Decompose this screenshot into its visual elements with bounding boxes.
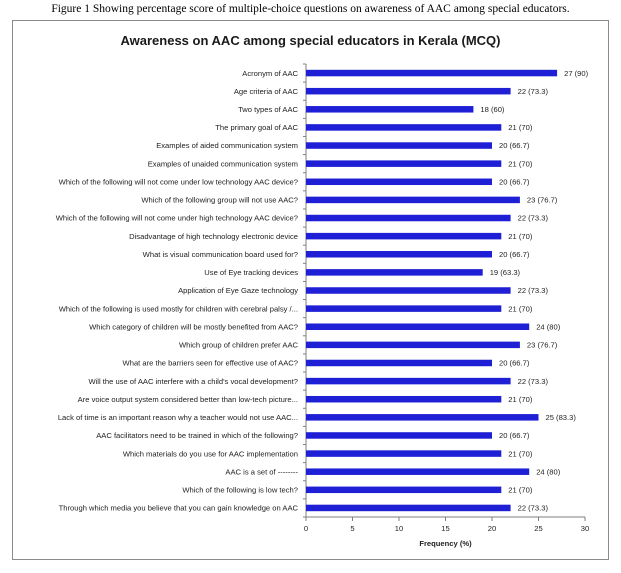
data-label: 20 (66.7) [499,141,530,150]
data-label: 21 (70) [508,486,533,495]
data-label: 27 (90) [564,69,589,78]
category-label: Which of the following will not come und… [56,214,298,223]
chart-frame: Awareness on AAC among special educators… [12,20,609,560]
x-tick-label: 20 [488,524,496,533]
category-label: Acronym of AAC [242,69,298,78]
data-label: 20 (66.7) [499,431,530,440]
data-label: 22 (73.3) [518,504,549,513]
category-label: Which of the following group will not us… [141,196,298,205]
data-label: 23 (76.7) [527,341,558,350]
data-label: 22 (73.3) [518,214,549,223]
x-tick-label: 5 [350,524,354,533]
chart-title: Awareness on AAC among special educators… [120,33,501,48]
category-label: Which of the following will not come und… [59,177,298,186]
data-label: 24 (80) [536,467,561,476]
x-tick-label: 15 [441,524,449,533]
data-label: 21 (70) [508,304,533,313]
category-label: Application of Eye Gaze technology [178,286,298,295]
category-label: Examples of unaided communication system [148,159,298,168]
bar [306,468,530,475]
category-label: Use of Eye tracking devices [204,268,298,277]
category-label: Which group of children prefer AAC [179,341,299,350]
category-label: Disadvantage of high technology electron… [129,232,298,241]
data-label: 20 (66.7) [499,359,530,368]
data-label: 21 (70) [508,159,533,168]
bar [306,414,539,421]
bar [306,450,502,457]
bar [306,142,492,149]
data-label: 24 (80) [536,322,561,331]
x-tick-label: 0 [304,524,308,533]
bar [306,87,511,95]
bar [306,232,502,240]
bar [306,504,511,512]
data-label: 23 (76.7) [527,196,558,205]
bar [306,269,483,276]
x-axis-title: Frequency (%) [419,539,472,548]
category-label: AAC is a set of -------- [225,467,298,476]
bar [306,214,511,222]
bar [306,323,530,330]
data-label: 22 (73.3) [518,286,549,295]
data-label: 19 (63.3) [490,268,521,277]
bar [306,251,492,258]
data-label: 18 (60) [480,105,505,114]
category-label: What are the barriers seen for effective… [123,359,298,368]
category-label: Which materials do you use for AAC imple… [123,449,298,458]
data-label: 22 (73.3) [518,377,549,386]
bar [306,395,502,403]
category-label: Which of the following is low tech? [182,486,298,495]
bar [306,377,511,385]
bar [306,359,492,367]
bar [306,432,492,439]
bar [306,160,502,167]
bar [306,486,502,494]
category-label: Lack of time is an important reason why … [58,413,298,422]
data-label: 21 (70) [508,232,533,241]
category-label: Which of the following is used mostly fo… [59,304,298,313]
x-tick-label: 25 [534,524,542,533]
x-tick-label: 30 [581,524,589,533]
bar [306,106,474,113]
data-label: 21 (70) [508,449,533,458]
x-tick-label: 10 [395,524,403,533]
category-label: AAC facilitators need to be trained in w… [96,431,298,440]
data-label: 22 (73.3) [518,87,549,96]
data-label: 25 (83.3) [546,413,577,422]
category-label: The primary goal of AAC [215,123,298,132]
figure-caption: Figure 1 Showing percentage score of mul… [51,3,570,15]
data-label: 21 (70) [508,123,533,132]
bar [306,287,511,294]
category-label: What is visual communication board used … [143,250,298,259]
category-label: Will the use of AAC interfere with a chi… [88,377,298,386]
category-label: Are voice output system considered bette… [78,395,298,404]
bar [306,341,520,349]
category-label: Two types of AAC [238,105,298,114]
bar [306,178,492,186]
bar [306,196,520,204]
bar [306,69,558,77]
category-label: Age criteria of AAC [234,87,299,96]
data-label: 21 (70) [508,395,533,404]
data-label: 20 (66.7) [499,177,530,186]
category-label: Through which media you believe that you… [59,504,299,513]
category-label: Which category of children will be mostl… [89,322,298,331]
bar-chart: 0 5 10 15 20 25 30 Acronym of AAC 27 (90) Age cri… [56,63,589,548]
data-label: 20 (66.7) [499,250,530,259]
bar [306,305,502,312]
category-label: Examples of aided communication system [156,141,298,150]
bar [306,124,502,131]
